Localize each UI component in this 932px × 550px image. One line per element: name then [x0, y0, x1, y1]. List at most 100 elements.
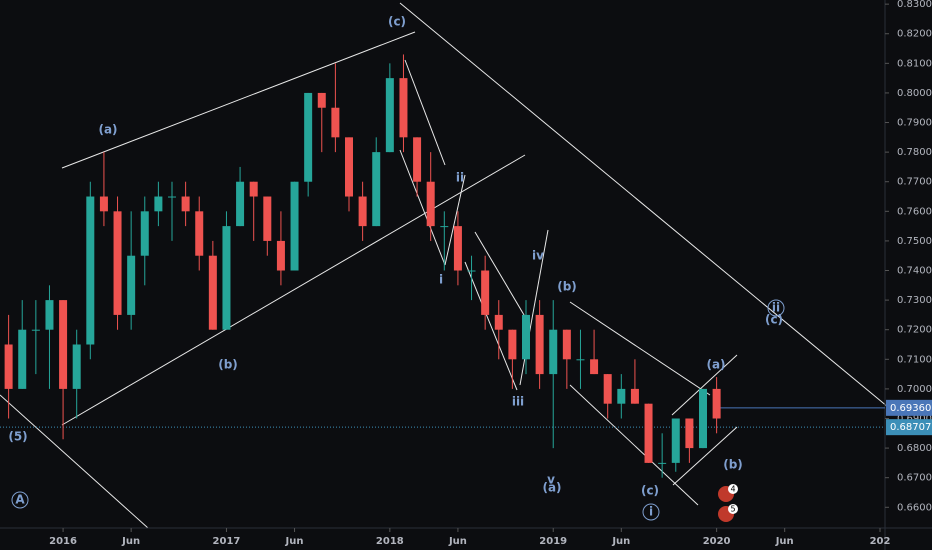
trendline — [0, 394, 149, 529]
candle-body — [345, 137, 353, 197]
candle-body — [127, 255, 136, 315]
y-tick-label: 0.83000 — [897, 0, 932, 10]
price-label-box — [886, 419, 932, 436]
candle-body — [140, 211, 149, 256]
wave-label: (5) — [8, 430, 27, 444]
wave-label: iv — [532, 249, 544, 263]
wave-label: i — [649, 505, 653, 519]
trendline — [399, 2, 889, 408]
candle-body — [331, 107, 340, 138]
price-label: 0.69360 — [890, 403, 931, 414]
candle-body — [236, 181, 245, 227]
wave-label: (b) — [218, 358, 238, 372]
wave-label: (a) — [706, 358, 725, 372]
candle-body — [208, 255, 217, 330]
candle-body — [317, 92, 326, 108]
x-tick-label: 2018 — [376, 536, 404, 547]
candle-body — [222, 226, 231, 330]
candle-body — [249, 181, 258, 197]
candle-body — [304, 92, 313, 182]
candle-body — [630, 388, 639, 404]
trendline — [464, 261, 518, 391]
trendline — [399, 149, 446, 266]
candle-body — [4, 344, 13, 389]
candle-body — [562, 329, 571, 360]
candle-body — [358, 196, 367, 227]
trendline — [474, 231, 528, 321]
candle-body — [576, 359, 585, 361]
event-badge — [728, 504, 738, 514]
candle-body — [45, 300, 54, 330]
candle-body — [658, 462, 667, 464]
wave-circle — [767, 299, 785, 317]
candle-body — [276, 240, 285, 271]
wave-label: (c) — [641, 484, 659, 498]
event-badge — [728, 484, 738, 494]
wave-label: (c) — [765, 313, 783, 327]
candle-body — [440, 226, 449, 228]
candle-body — [603, 374, 612, 404]
candle-body — [99, 196, 108, 212]
wave-label: (b) — [557, 280, 577, 294]
candle-body — [59, 300, 68, 389]
x-tick-label: 2016 — [49, 536, 77, 547]
candle-body — [494, 314, 503, 330]
candle-body — [154, 196, 163, 212]
event-count: 5 — [730, 505, 735, 514]
wave-label: (b) — [723, 458, 743, 472]
candle-body — [372, 152, 381, 227]
candle-body — [86, 196, 95, 345]
wave-label: ii — [772, 301, 780, 315]
candle-body — [413, 137, 422, 182]
x-tick-label: 2020 — [703, 536, 731, 547]
candle-body — [195, 211, 204, 256]
candle-body — [508, 329, 517, 360]
wave-label: v — [547, 473, 555, 487]
x-tick-label: Jun — [448, 536, 467, 547]
trendline — [569, 301, 711, 396]
x-tick-label: Jun — [121, 536, 140, 547]
candle-body — [263, 196, 272, 241]
candle-body — [522, 314, 530, 360]
wave-label: i — [439, 273, 443, 287]
candle-body — [385, 78, 394, 153]
candle-body — [18, 329, 27, 389]
wave-label: (c) — [388, 15, 406, 29]
candle-body — [644, 403, 653, 463]
candle-body — [113, 211, 122, 315]
candle-body — [467, 270, 476, 272]
wave-label: (a) — [98, 123, 117, 137]
wave-label: A — [15, 493, 25, 507]
candle-body — [590, 359, 599, 375]
candle-body — [671, 418, 680, 463]
price-label: 0.68707 — [890, 422, 931, 433]
wave-circle — [11, 491, 29, 509]
wave-label: iii — [512, 395, 524, 409]
wave-label: ii — [456, 171, 464, 185]
x-tick-label: Jun — [775, 536, 794, 547]
trendline — [61, 154, 526, 426]
trendline — [672, 426, 738, 486]
candle-body — [290, 181, 299, 271]
x-tick-label: Jun — [611, 536, 630, 547]
trendlines — [0, 2, 889, 529]
candle-body — [399, 78, 408, 138]
price-label-box — [886, 399, 932, 416]
candle-body — [549, 329, 558, 375]
candle-body — [699, 388, 707, 449]
candle-body — [168, 196, 176, 198]
